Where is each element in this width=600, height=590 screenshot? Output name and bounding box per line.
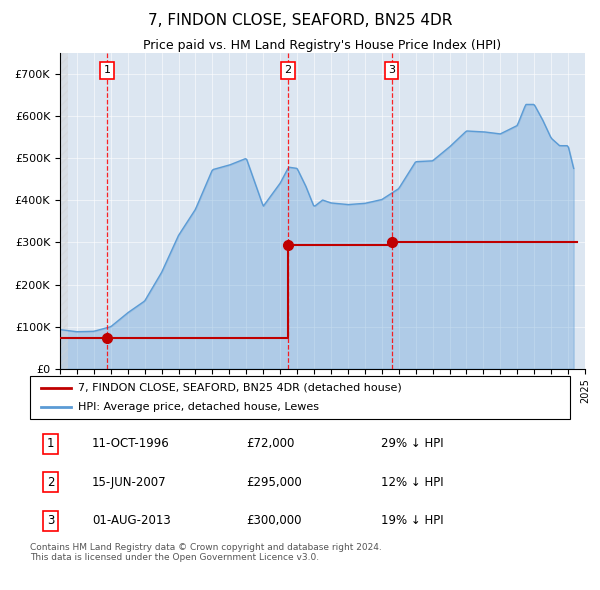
Text: 29% ↓ HPI: 29% ↓ HPI <box>381 437 443 451</box>
Text: 1: 1 <box>104 65 110 76</box>
Text: 01-AUG-2013: 01-AUG-2013 <box>92 514 171 527</box>
Text: 2: 2 <box>47 476 54 489</box>
Text: 2: 2 <box>284 65 292 76</box>
Text: 11-OCT-1996: 11-OCT-1996 <box>92 437 170 451</box>
Text: 1: 1 <box>47 437 54 451</box>
Text: 3: 3 <box>388 65 395 76</box>
Text: 3: 3 <box>47 514 54 527</box>
Text: Contains HM Land Registry data © Crown copyright and database right 2024.
This d: Contains HM Land Registry data © Crown c… <box>30 543 382 562</box>
Text: 12% ↓ HPI: 12% ↓ HPI <box>381 476 443 489</box>
Text: £72,000: £72,000 <box>246 437 295 451</box>
Text: 7, FINDON CLOSE, SEAFORD, BN25 4DR (detached house): 7, FINDON CLOSE, SEAFORD, BN25 4DR (deta… <box>77 383 401 393</box>
Text: 15-JUN-2007: 15-JUN-2007 <box>92 476 167 489</box>
Text: £300,000: £300,000 <box>246 514 302 527</box>
Text: 19% ↓ HPI: 19% ↓ HPI <box>381 514 443 527</box>
Text: HPI: Average price, detached house, Lewes: HPI: Average price, detached house, Lewe… <box>77 402 319 412</box>
Bar <box>60 53 68 369</box>
Text: £295,000: £295,000 <box>246 476 302 489</box>
FancyBboxPatch shape <box>30 376 570 419</box>
Text: 7, FINDON CLOSE, SEAFORD, BN25 4DR: 7, FINDON CLOSE, SEAFORD, BN25 4DR <box>148 13 452 28</box>
Title: Price paid vs. HM Land Registry's House Price Index (HPI): Price paid vs. HM Land Registry's House … <box>143 39 502 52</box>
